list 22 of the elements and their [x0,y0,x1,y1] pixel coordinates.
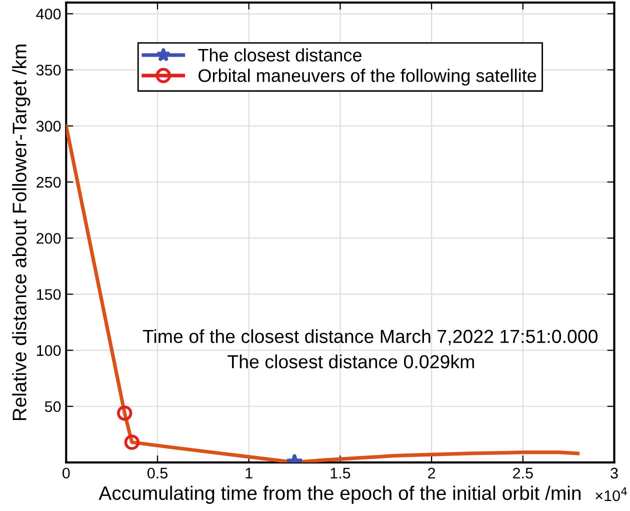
annotation: The closest distance 0.029km [228,354,474,368]
x-tick-label: 2.5 [513,468,533,479]
x-tick-label: 0.5 [147,468,168,479]
annotation: Time of the closest distance March 7,2022 17:51:0.000 [142,329,598,346]
y-tick-label: 100 [36,345,61,356]
legend-label: Orbital maneuvers of the following satellite [198,68,536,86]
legend-label: The closest distance [198,48,362,62]
x-axis-title: Accumulating time from the epoch of the initial orbit /min [98,486,580,504]
y-tick-label: 150 [36,289,61,300]
x-tick-label: 1.5 [330,468,350,479]
text: ×10$^{4}$ [596,487,627,502]
y-tick-label: 400 [36,8,61,20]
y-axis-title: Relative distance about Follower-Target /km [12,44,30,420]
x-tick-label: 0 [62,468,70,479]
y-tick-label: 350 [36,64,61,76]
x-tick-label: 1 [246,468,252,478]
y-tick-label: 200 [36,232,61,244]
y-tick-label: 250 [36,176,61,188]
x-tick-label: 2 [428,468,436,478]
x-tick-label: 3 [610,468,618,479]
y-tick-label: 50 [44,401,61,412]
y-tick-label: 300 [36,120,61,132]
